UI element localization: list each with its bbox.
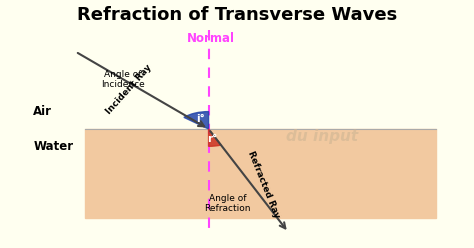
- Wedge shape: [184, 112, 209, 129]
- Text: Normal: Normal: [187, 32, 235, 45]
- Text: Angle of
Incidence: Angle of Incidence: [101, 70, 145, 89]
- Text: du input: du input: [286, 129, 358, 144]
- Text: Water: Water: [33, 140, 73, 153]
- Text: r°: r°: [207, 134, 218, 144]
- Wedge shape: [209, 129, 221, 146]
- Text: Angle of
Refraction: Angle of Refraction: [204, 194, 251, 213]
- Bar: [85, 129, 436, 218]
- Text: Air: Air: [33, 105, 52, 118]
- Text: Incident Ray: Incident Ray: [105, 63, 154, 116]
- Text: Refraction of Transverse Waves: Refraction of Transverse Waves: [77, 6, 397, 24]
- Text: i°: i°: [196, 114, 205, 124]
- Text: Refracted Ray: Refracted Ray: [246, 150, 281, 220]
